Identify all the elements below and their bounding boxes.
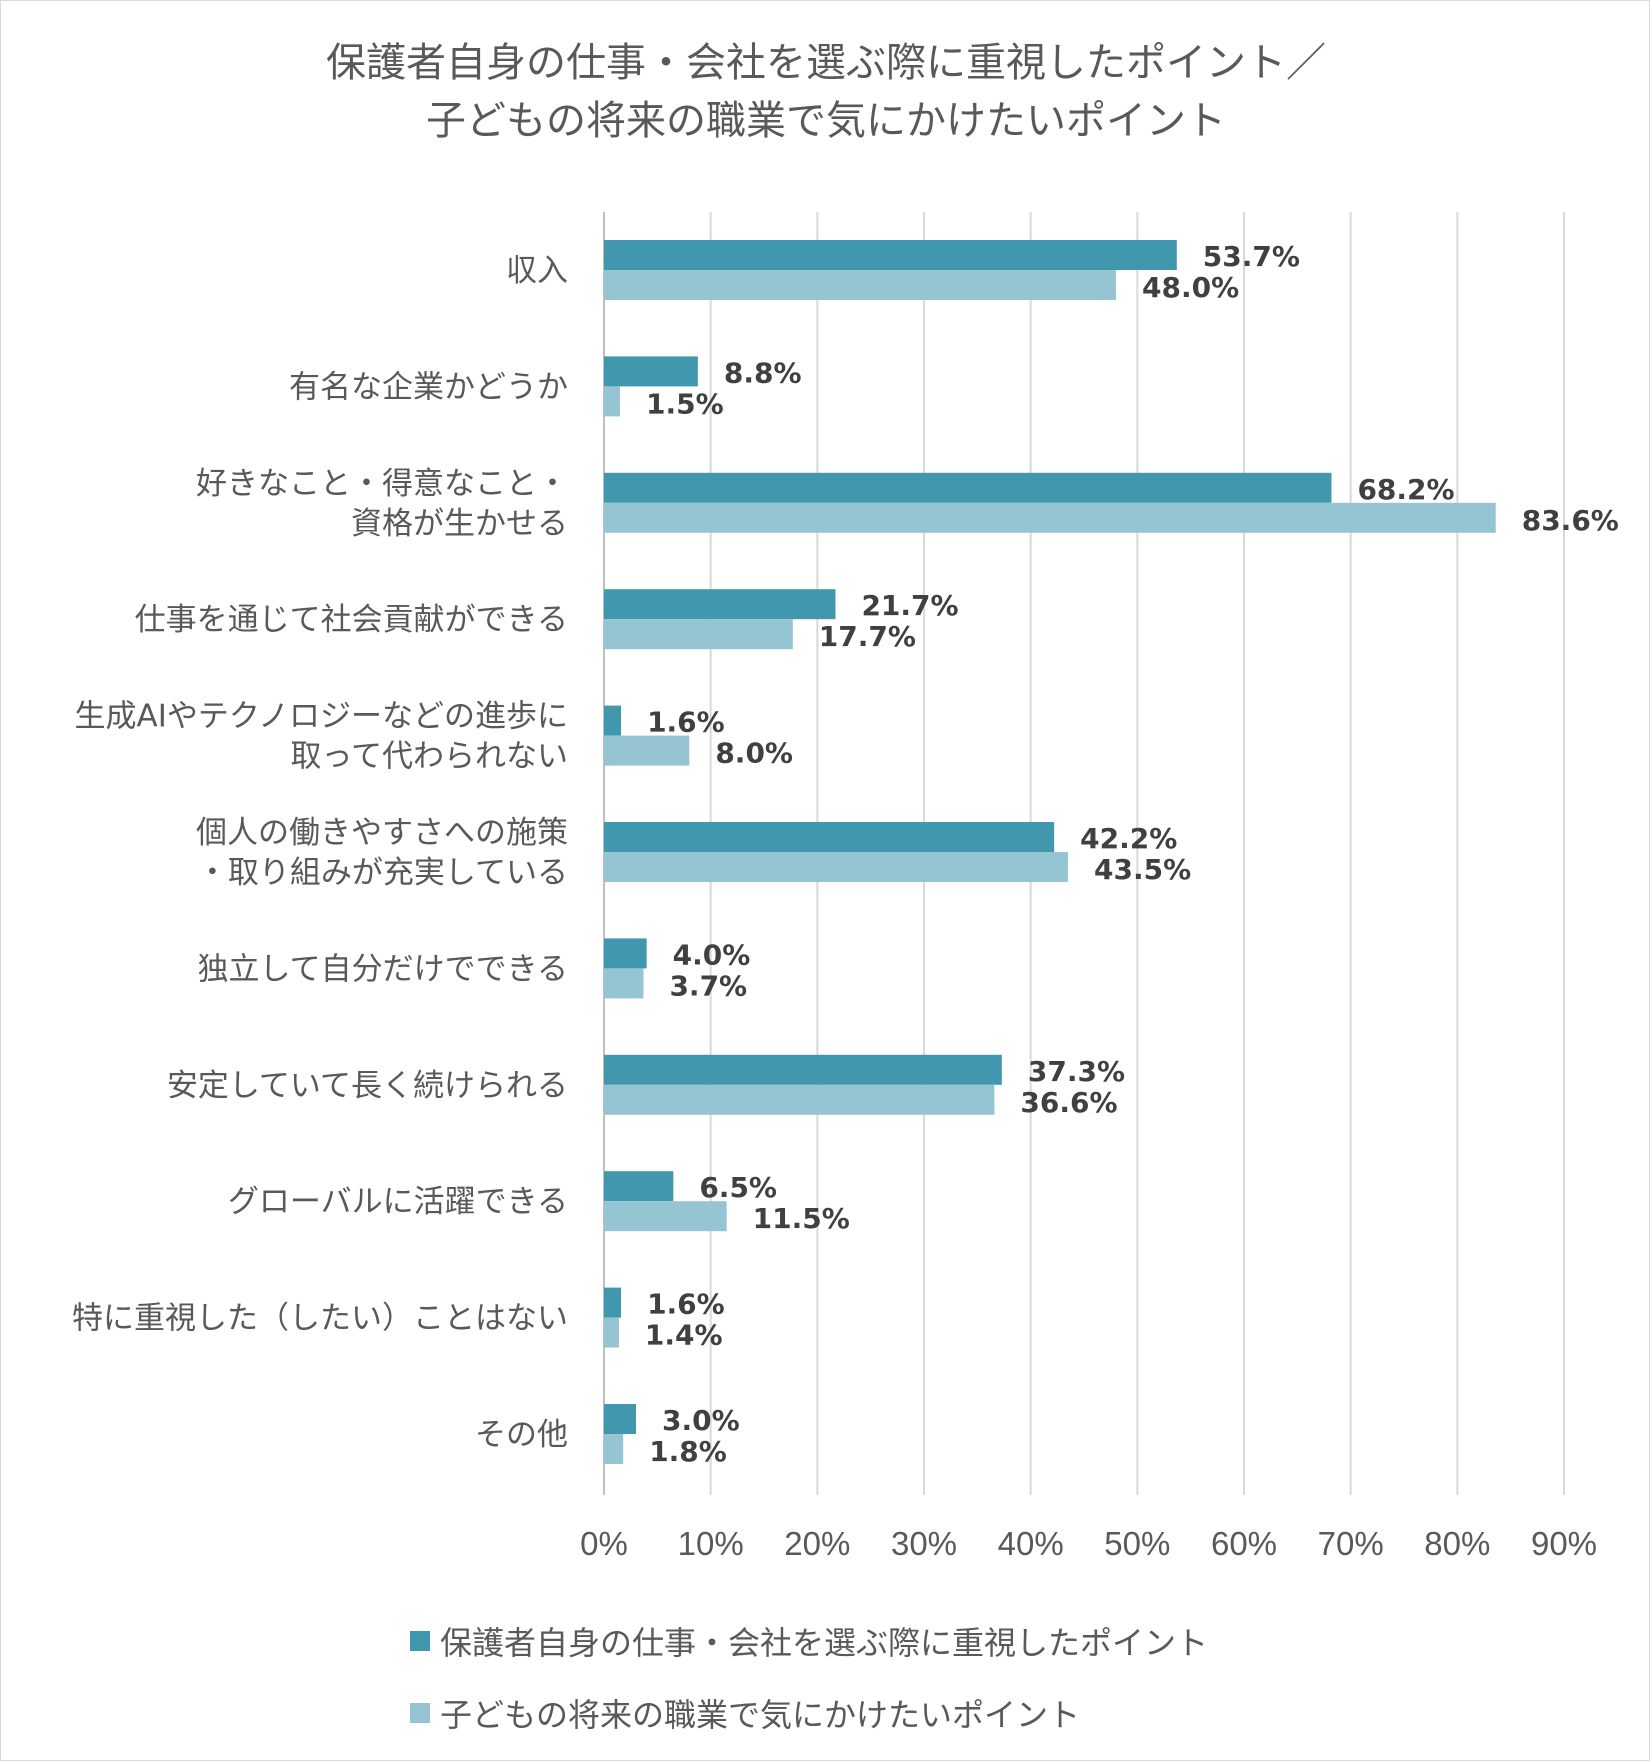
category-label-5-1: ・取り組みが充実している bbox=[197, 855, 568, 891]
legend-label-parent: 保護者自身の仕事・会社を選ぶ際に重視したポイント bbox=[440, 1624, 1209, 1662]
bar-series0-cat7 bbox=[604, 1054, 1002, 1085]
category-label-3-0: 仕事を通じて社会貢献ができる bbox=[135, 602, 568, 638]
x-tick-label-30: 30% bbox=[891, 1525, 957, 1562]
data-label-series1-cat9: 1.4% bbox=[645, 1319, 723, 1352]
category-label-1-0: 有名な企業かどうか bbox=[289, 369, 568, 405]
category-label-0-0: 収入 bbox=[506, 253, 568, 289]
category-label-4-1: 取って代わられない bbox=[291, 739, 568, 775]
bar-series0-cat4 bbox=[604, 705, 622, 736]
data-label-series0-cat5: 42.2% bbox=[1080, 822, 1177, 855]
category-label-4-0: 生成AIやテクノロジーなどの進歩に bbox=[75, 699, 569, 735]
x-tick-label-70: 70% bbox=[1318, 1525, 1384, 1562]
data-label-series1-cat8: 11.5% bbox=[753, 1202, 850, 1235]
x-tick-label-80: 80% bbox=[1424, 1525, 1490, 1562]
data-label-series0-cat0: 53.7% bbox=[1203, 240, 1300, 273]
bar-series1-cat9 bbox=[604, 1317, 619, 1348]
category-label-10-0: その他 bbox=[475, 1417, 568, 1453]
data-label-series0-cat3: 21.7% bbox=[861, 589, 958, 622]
data-label-series0-cat6: 4.0% bbox=[673, 938, 751, 971]
bar-series1-cat6 bbox=[604, 968, 644, 999]
bar-series0-cat5 bbox=[604, 822, 1055, 852]
x-tick-label-40: 40% bbox=[998, 1525, 1064, 1562]
data-label-series1-cat1: 1.5% bbox=[646, 387, 724, 420]
bar-series1-cat8 bbox=[604, 1201, 727, 1232]
data-label-series0-cat8: 6.5% bbox=[699, 1171, 777, 1204]
legend-swatch-child bbox=[410, 1703, 430, 1723]
legend-item-parent: 保護者自身の仕事・会社を選ぶ際に重視したポイント bbox=[410, 1605, 1208, 1677]
data-label-series1-cat0: 48.0% bbox=[1142, 271, 1239, 304]
legend-swatch-parent bbox=[410, 1631, 430, 1651]
x-tick-label-60: 60% bbox=[1211, 1525, 1277, 1562]
bar-series0-cat8 bbox=[604, 1171, 674, 1202]
chart-title-line-2: 子どもの将来の職業で気にかけたいポイント bbox=[426, 98, 1226, 144]
data-label-series1-cat5: 43.5% bbox=[1094, 853, 1191, 886]
data-label-series1-cat10: 1.8% bbox=[649, 1435, 727, 1468]
data-label-series1-cat2: 83.6% bbox=[1522, 504, 1619, 537]
data-label-series0-cat1: 8.8% bbox=[724, 356, 802, 389]
bar-series0-cat9 bbox=[604, 1287, 622, 1318]
x-tick-label-0: 0% bbox=[580, 1525, 628, 1562]
bar-series1-cat4 bbox=[604, 735, 690, 766]
x-tick-label-90: 90% bbox=[1531, 1525, 1597, 1562]
bar-series0-cat3 bbox=[604, 589, 836, 620]
bar-series0-cat0 bbox=[604, 240, 1177, 270]
data-label-series1-cat6: 3.7% bbox=[669, 969, 747, 1002]
category-label-5-0: 個人の働きやすさへの施策 bbox=[196, 815, 568, 851]
chart-title: 保護者自身の仕事・会社を選ぶ際に重視したポイント／ 子どもの将来の職業で気にかけ… bbox=[0, 34, 1652, 150]
data-label-series0-cat9: 1.6% bbox=[647, 1288, 725, 1321]
category-label-2-0: 好きなこと・得意なこと・ bbox=[196, 466, 568, 502]
bar-series0-cat2 bbox=[604, 472, 1332, 503]
bar-series1-cat0 bbox=[604, 270, 1116, 300]
category-label-9-0: 特に重視した（したい）ことはない bbox=[72, 1301, 568, 1337]
data-label-series0-cat4: 1.6% bbox=[647, 706, 725, 739]
x-tick-label-50: 50% bbox=[1104, 1525, 1170, 1562]
chart-legend: 保護者自身の仕事・会社を選ぶ際に重視したポイント 子どもの将来の職業で気にかけた… bbox=[410, 1605, 1208, 1749]
bar-series0-cat1 bbox=[604, 356, 698, 387]
category-label-7-0: 安定していて長く続けられる bbox=[167, 1068, 568, 1104]
bar-series0-cat10 bbox=[604, 1404, 636, 1434]
data-label-series1-cat3: 17.7% bbox=[819, 620, 916, 653]
bar-series1-cat10 bbox=[604, 1434, 624, 1464]
x-tick-label-20: 20% bbox=[784, 1525, 850, 1562]
data-label-series0-cat10: 3.0% bbox=[662, 1404, 740, 1437]
chart-title-line-1: 保護者自身の仕事・会社を選ぶ際に重視したポイント／ bbox=[326, 40, 1326, 86]
data-label-series1-cat7: 36.6% bbox=[1020, 1086, 1117, 1119]
bar-series1-cat1 bbox=[604, 386, 620, 417]
category-label-8-0: グローバルに活躍できる bbox=[228, 1184, 568, 1220]
category-label-2-1: 資格が生かせる bbox=[351, 506, 568, 542]
bar-series1-cat5 bbox=[604, 852, 1068, 882]
x-tick-label-10: 10% bbox=[678, 1525, 744, 1562]
bar-chart: 0% 10% 20% 30% 40% 50% 60% 70% 80% 90% 収入 53.7%48.0… bbox=[72, 212, 1619, 1562]
category-label-6-0: 独立して自分だけでできる bbox=[198, 951, 568, 987]
data-label-series1-cat4: 8.0% bbox=[715, 737, 793, 770]
data-label-series0-cat2: 68.2% bbox=[1357, 473, 1454, 506]
legend-item-child: 子どもの将来の職業で気にかけたいポイント bbox=[410, 1677, 1208, 1749]
legend-label-child: 子どもの将来の職業で気にかけたいポイント bbox=[440, 1696, 1081, 1734]
data-label-series0-cat7: 37.3% bbox=[1028, 1055, 1125, 1088]
bar-series1-cat2 bbox=[604, 502, 1496, 533]
bar-series1-cat7 bbox=[604, 1084, 995, 1115]
bar-series1-cat3 bbox=[604, 619, 793, 650]
bar-series0-cat6 bbox=[604, 938, 647, 969]
